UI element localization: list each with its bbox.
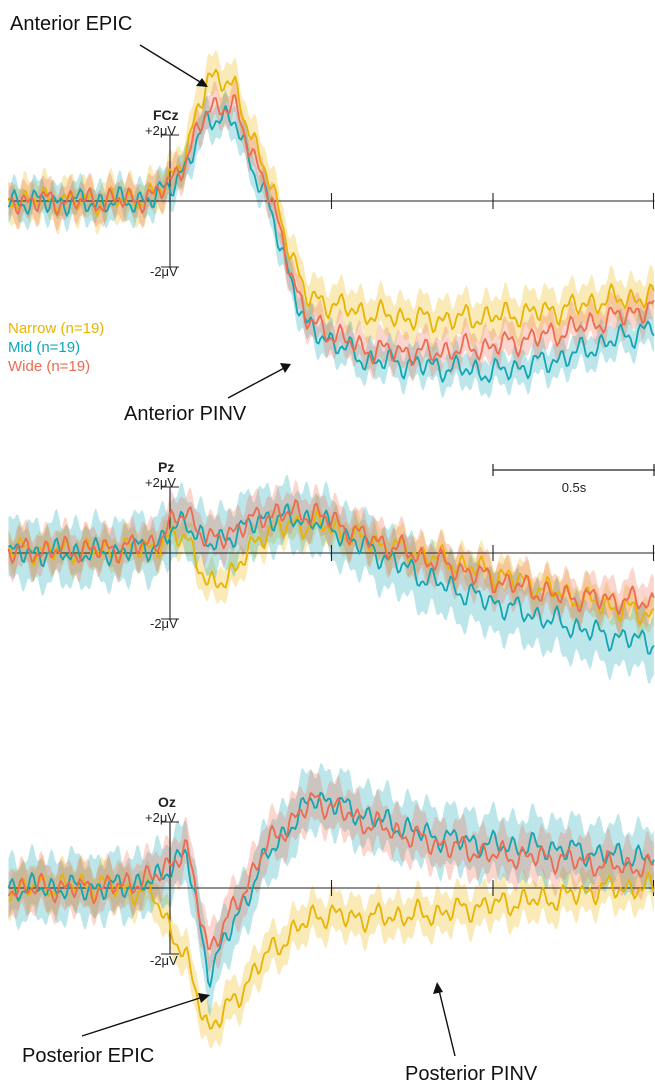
time-scale-bar: 0.5s	[492, 464, 655, 495]
annotation-posterior-epic: Posterior EPIC	[22, 993, 210, 1067]
legend-narrow: Narrow (n=19)	[8, 320, 104, 337]
fcz-scale-top: +2μV	[145, 123, 176, 138]
scale-bar-label: 0.5s	[562, 480, 587, 495]
electrode-label-pz: Pz	[158, 459, 174, 475]
panel-oz-mid-line	[7, 791, 655, 988]
pz-scale-bottom: -2μV	[150, 616, 178, 631]
panel-pz-wide-line	[7, 499, 655, 616]
legend-mid: Mid (n=19)	[8, 339, 80, 356]
panel-oz-mid-band	[8, 763, 654, 1017]
panel-oz-wide-band	[8, 770, 654, 973]
annotation-posterior-epic-text: Posterior EPIC	[22, 1045, 154, 1067]
panel-pz-mid-line	[7, 503, 655, 655]
panel-fcz-mid-band	[8, 89, 654, 399]
panel-fcz-wide-band	[8, 78, 654, 382]
fcz-scale-bottom: -2μV	[150, 264, 178, 279]
panel-fcz-wide-line	[8, 94, 655, 367]
annotation-anterior-epic: Anterior EPIC	[10, 13, 208, 87]
annotation-posterior-pinv-text: Posterior PINV	[405, 1063, 538, 1085]
electrode-label-fcz: FCz	[153, 107, 179, 123]
annotation-anterior-pinv: Anterior PINV	[124, 363, 291, 425]
annotation-anterior-pinv-text: Anterior PINV	[124, 403, 247, 425]
oz-scale-bottom: -2μV	[150, 953, 178, 968]
panel-fcz-narrow-line	[7, 68, 655, 334]
oz-scale-top: +2μV	[145, 810, 176, 825]
erp-traces	[7, 68, 655, 1030]
annotation-posterior-pinv: Posterior PINV	[405, 982, 538, 1085]
annotation-anterior-epic-text: Anterior EPIC	[10, 13, 132, 35]
panel-oz-wide-line	[7, 792, 655, 950]
panel-oz-narrow-band	[8, 852, 654, 1049]
panel-oz-narrow-line	[8, 871, 655, 1030]
legend-wide: Wide (n=19)	[8, 358, 90, 375]
electrode-label-oz: Oz	[158, 794, 176, 810]
pz-scale-top: +2μV	[145, 475, 176, 490]
